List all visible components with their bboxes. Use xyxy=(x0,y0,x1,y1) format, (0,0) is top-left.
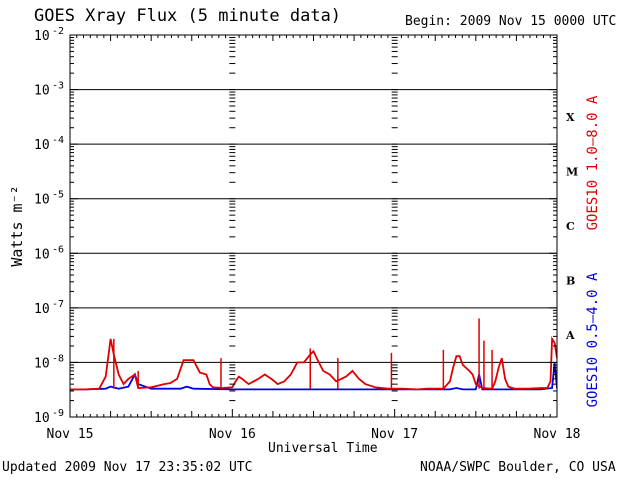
legend-short-channel: GOES10 0.5–4.0 A xyxy=(585,272,601,407)
x-tick-label: Nov 17 xyxy=(371,427,418,442)
flare-class-label: A xyxy=(565,329,575,342)
y-tick-label: 10 xyxy=(34,247,50,262)
y-tick-label: 10 xyxy=(34,193,50,208)
chart-grid xyxy=(70,89,557,363)
y-tick-label: 10 xyxy=(34,138,50,153)
series-short-channel-line xyxy=(70,362,557,391)
x-axis-title: Universal Time xyxy=(268,441,378,456)
credit-line: NOAA/SWPC Boulder, CO USA xyxy=(420,460,616,475)
flare-class-label: X xyxy=(566,111,575,124)
y-tick-exponent: -6 xyxy=(52,244,64,255)
axis-ticks xyxy=(70,35,557,418)
flare-class-label: C xyxy=(566,220,575,233)
y-tick-exponent: -5 xyxy=(52,190,64,201)
y-tick-label: 10 xyxy=(34,411,50,426)
begin-date: Begin: 2009 Nov 15 0000 UTC xyxy=(405,14,617,29)
y-tick-label: 10 xyxy=(34,356,50,371)
series-long-channel-line xyxy=(70,336,557,391)
chart-title: GOES Xray Flux (5 minute data) xyxy=(34,6,342,26)
y-tick-exponent: -3 xyxy=(52,81,64,92)
series-group xyxy=(70,318,557,391)
x-tick-label: Nov 16 xyxy=(209,427,256,442)
updated-timestamp: Updated 2009 Nov 17 23:35:02 UTC xyxy=(2,460,253,475)
x-tick-label: Nov 15 xyxy=(47,427,94,442)
y-tick-exponent: -7 xyxy=(52,299,64,310)
flare-class-label: M xyxy=(566,165,578,178)
y-tick-exponent: -9 xyxy=(52,408,64,419)
x-tick-label: Nov 18 xyxy=(534,427,581,442)
y-axis-title: Watts m⁻² xyxy=(8,185,26,266)
y-tick-exponent: -4 xyxy=(52,135,64,146)
y-tick-exponent: -8 xyxy=(52,353,64,364)
axis-labels: Nov 15 Nov 16 Nov 17 Nov 1810-910-810-710-6… xyxy=(8,26,601,442)
y-tick-label: 10 xyxy=(34,302,50,317)
y-tick-label: 10 xyxy=(34,84,50,99)
y-tick-label: 10 xyxy=(34,29,50,44)
y-tick-exponent: -2 xyxy=(52,26,64,37)
legend-long-channel: GOES10 1.0–8.0 A xyxy=(585,95,601,230)
flare-class-label: B xyxy=(566,275,575,288)
